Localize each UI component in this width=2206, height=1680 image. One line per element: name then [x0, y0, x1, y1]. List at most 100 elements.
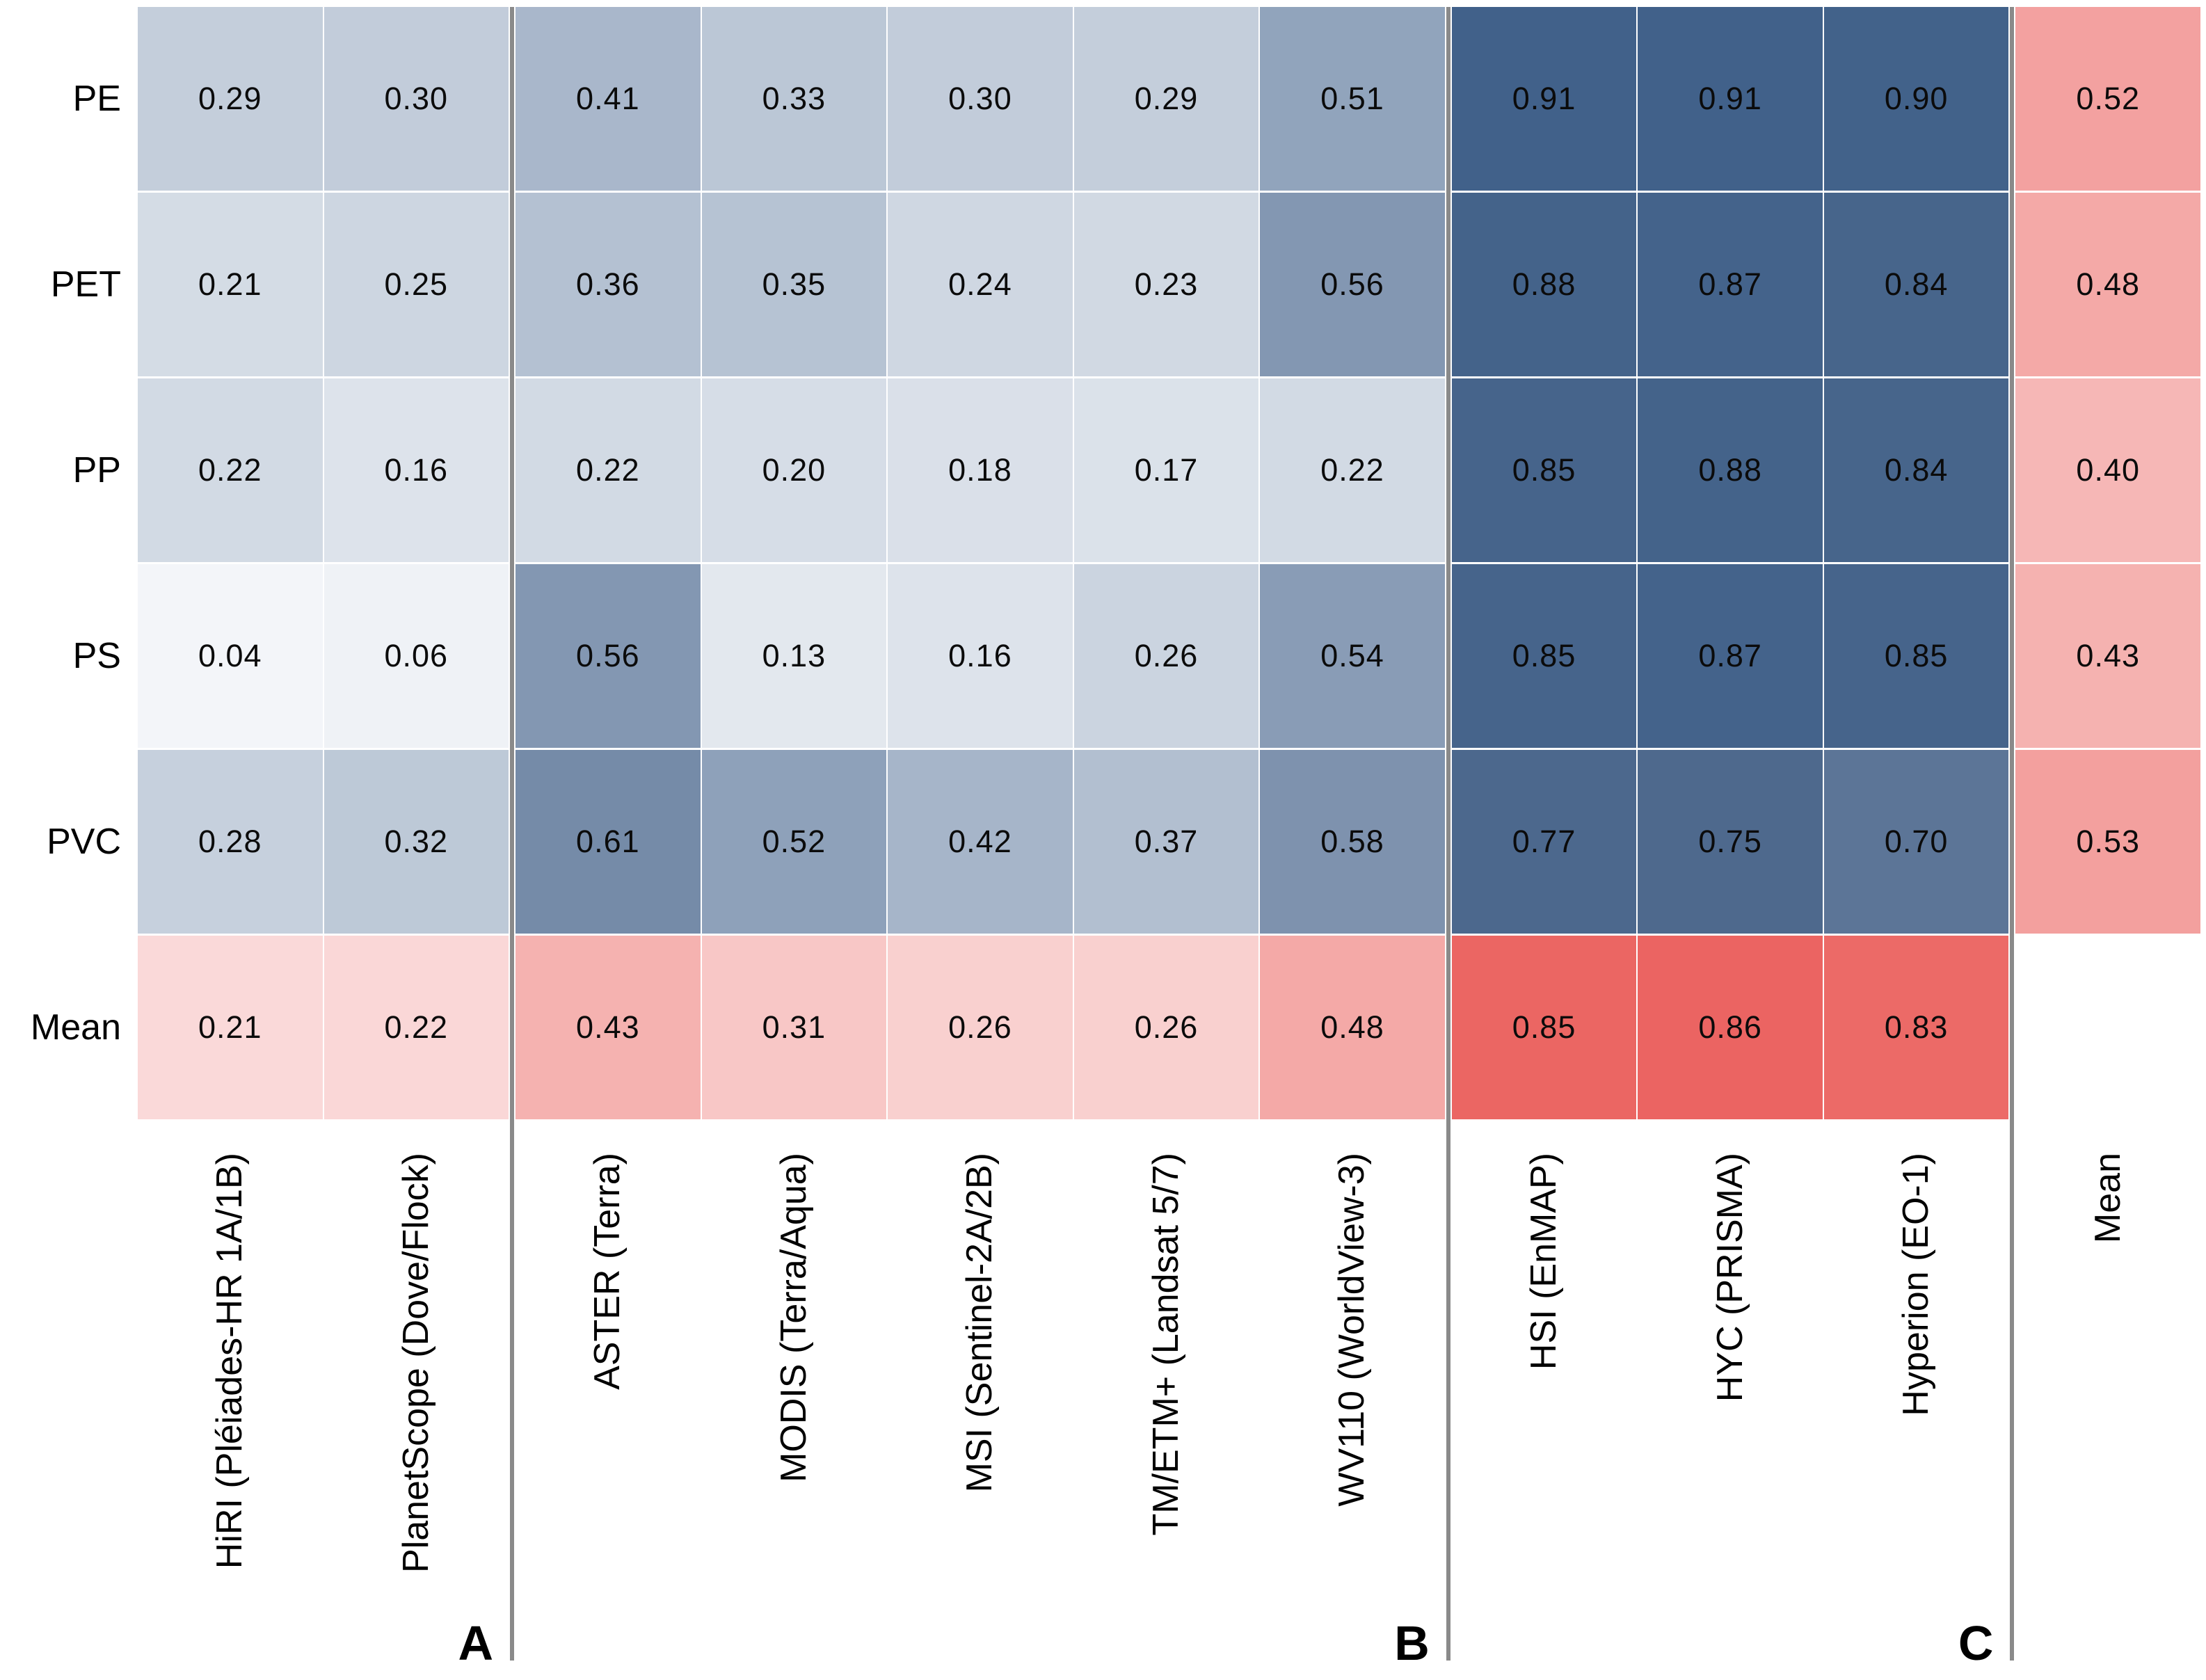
heatmap-cell: 0.30 [323, 7, 509, 191]
heatmap-cell: 0.13 [701, 564, 887, 748]
heatmap-cell: 0.26 [1073, 564, 1259, 748]
mean-cell: 0.22 [323, 936, 509, 1119]
heatmap-cell: 0.33 [701, 7, 887, 191]
row-label-mean: Mean [30, 1007, 121, 1048]
heatmap-cell: 0.18 [888, 378, 1073, 562]
heatmap-cell: 0.56 [515, 564, 701, 748]
group-separator-2 [1446, 7, 1450, 1661]
heatmap-cell: 0.28 [138, 750, 323, 934]
heatmap-cell: 0.58 [1260, 750, 1445, 934]
group-separator-3 [2010, 7, 2015, 1661]
column-label-cell: ASTER (Terra) [515, 1121, 701, 1680]
column-label-cell: WV110 (WorldView-3) B [1260, 1121, 1445, 1680]
group-letter-b: B [1394, 1616, 1430, 1670]
column-label: MODIS (Terra/Aqua) [773, 1153, 814, 1482]
heatmap-cell: 0.32 [323, 750, 509, 934]
heatmap-cell: 0.61 [515, 750, 701, 934]
heatmap-cell: 0.35 [701, 193, 887, 376]
heatmap-cell: 0.52 [701, 750, 887, 934]
heatmap-cell: 0.41 [515, 7, 701, 191]
mean-cell: 0.83 [1823, 936, 2009, 1119]
column-label: TM/ETM+ (Landsat 5/7) [1145, 1153, 1186, 1536]
heatmap-cell: 0.70 [1823, 750, 2009, 934]
label-row-spacer [0, 1121, 136, 1680]
heatmap-cell: 0.42 [888, 750, 1073, 934]
empty-corner-cell [2015, 936, 2200, 1119]
column-label: ASTER (Terra) [587, 1153, 628, 1390]
heatmap-cell: 0.85 [1823, 564, 2009, 748]
mean-cell: 0.52 [2015, 7, 2200, 191]
heatmap-cell: 0.16 [888, 564, 1073, 748]
heatmap-cell: 0.91 [1451, 7, 1637, 191]
heatmap-cell: 0.91 [1638, 7, 1823, 191]
column-label: HiRI (Pléiades-HR 1A/1B) [209, 1153, 250, 1569]
mean-cell: 0.48 [1260, 936, 1445, 1119]
heatmap-cell: 0.20 [701, 378, 887, 562]
mean-cell: 0.86 [1638, 936, 1823, 1119]
mean-cell: 0.48 [2015, 193, 2200, 376]
row-label-pet: PET [50, 264, 121, 305]
column-label: HSI (EnMAP) [1523, 1153, 1564, 1370]
column-label: MSI (Sentinel-2A/2B) [959, 1153, 1000, 1493]
column-label: HYC (PRISMA) [1709, 1153, 1750, 1402]
heatmap-cell: 0.75 [1638, 750, 1823, 934]
heatmap-cell: 0.88 [1451, 193, 1637, 376]
mean-cell: 0.31 [701, 936, 887, 1119]
column-label-cell: MODIS (Terra/Aqua) [702, 1121, 887, 1680]
mean-cell: 0.26 [1073, 936, 1259, 1119]
heatmap-cell: 0.85 [1451, 564, 1637, 748]
mean-cell: 0.85 [1451, 936, 1637, 1119]
heatmap-cell: 0.23 [1073, 193, 1259, 376]
column-label-cell: HYC (PRISMA) [1638, 1121, 1823, 1680]
row-label-pvc: PVC [47, 822, 121, 862]
mean-cell: 0.43 [515, 936, 701, 1119]
heatmap-cell: 0.87 [1638, 564, 1823, 748]
column-label: Hyperion (EO-1) [1896, 1153, 1937, 1416]
mean-cell: 0.53 [2015, 750, 2200, 934]
heatmap-cell: 0.25 [323, 193, 509, 376]
heatmap-cell: 0.22 [1260, 378, 1445, 562]
column-label-cell: TM/ETM+ (Landsat 5/7) [1074, 1121, 1259, 1680]
heatmap-cell: 0.56 [1260, 193, 1445, 376]
heatmap-cell: 0.51 [1260, 7, 1445, 191]
row-label-pe: PE [72, 79, 121, 119]
mean-cell: 0.26 [888, 936, 1073, 1119]
column-label-cell: Hyperion (EO-1) C [1824, 1121, 2009, 1680]
heatmap-cell: 0.21 [138, 193, 323, 376]
column-label: WV110 (WorldView-3) [1332, 1153, 1373, 1507]
group-letter-a: A [458, 1616, 494, 1670]
group-separator-1 [510, 7, 515, 1661]
heatmap-cell: 0.06 [323, 564, 509, 748]
column-label-cell: PlanetScope (Dove/Flock) A [324, 1121, 509, 1680]
heatmap-cell: 0.30 [888, 7, 1073, 191]
row-label-pp: PP [72, 450, 121, 490]
heatmap-cell: 0.22 [138, 378, 323, 562]
heatmap-cell: 0.24 [888, 193, 1073, 376]
column-label-cell: HSI (EnMAP) [1452, 1121, 1637, 1680]
heatmap-cell: 0.29 [1073, 7, 1259, 191]
heatmap-cell: 0.22 [515, 378, 701, 562]
heatmap-cell: 0.37 [1073, 750, 1259, 934]
heatmap-cell: 0.16 [323, 378, 509, 562]
mean-cell: 0.21 [138, 936, 323, 1119]
column-label-cell: Mean [2015, 1121, 2200, 1680]
group-letter-c: C [1958, 1616, 1994, 1670]
heatmap-cell: 0.87 [1638, 193, 1823, 376]
mean-cell: 0.43 [2015, 564, 2200, 748]
heatmap-cell: 0.04 [138, 564, 323, 748]
heatmap-cell: 0.29 [138, 7, 323, 191]
column-label: Mean [2087, 1153, 2128, 1244]
heatmap-cell: 0.77 [1451, 750, 1637, 934]
heatmap-cell: 0.36 [515, 193, 701, 376]
heatmap-cell: 0.54 [1260, 564, 1445, 748]
heatmap-cell: 0.84 [1823, 193, 2009, 376]
column-label-cell: MSI (Sentinel-2A/2B) [888, 1121, 1073, 1680]
heatmap-cell: 0.17 [1073, 378, 1259, 562]
column-label-cell: HiRI (Pléiades-HR 1A/1B) [138, 1121, 323, 1680]
heatmap-cell: 0.85 [1451, 378, 1637, 562]
column-label: PlanetScope (Dove/Flock) [395, 1153, 436, 1574]
row-label-ps: PS [72, 636, 121, 676]
heatmap-cell: 0.84 [1823, 378, 2009, 562]
